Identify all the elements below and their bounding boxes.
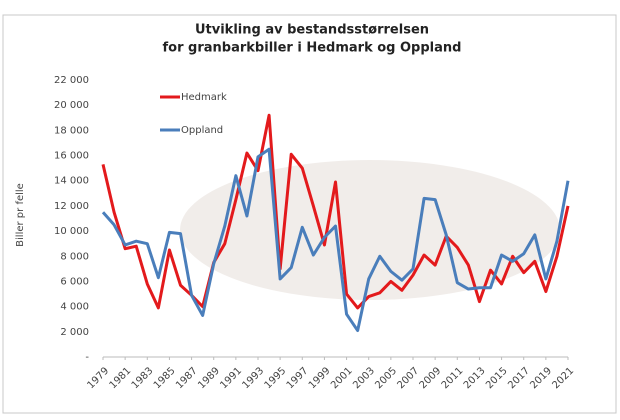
chart-subtitle: for granbarkbiller i Hedmark og Oppland — [163, 41, 462, 56]
chart: Utvikling av bestandsstørrelsen for gran… — [0, 0, 620, 416]
legend-label: Oppland — [181, 125, 223, 136]
page: Utvikling av bestandsstørrelsen for gran… — [0, 0, 620, 420]
y-tick-label: 6 000 — [60, 276, 89, 287]
y-tick-label: - — [85, 352, 89, 363]
y-tick-label: 10 000 — [54, 226, 89, 237]
chart-title: Utvikling av bestandsstørrelsen — [195, 23, 429, 38]
y-tick-label: 22 000 — [54, 75, 89, 86]
y-tick-label: 16 000 — [54, 151, 89, 162]
y-tick-label: 8 000 — [60, 251, 89, 262]
y-tick-label: 20 000 — [54, 100, 89, 111]
y-tick-label: 18 000 — [54, 125, 89, 136]
y-axis-label: Biller pr felle — [15, 183, 26, 247]
legend-label: Hedmark — [181, 92, 227, 103]
y-tick-label: 2 000 — [60, 327, 89, 338]
y-tick-label: 12 000 — [54, 201, 89, 212]
y-tick-label: 14 000 — [54, 176, 89, 187]
y-tick-label: 4 000 — [60, 302, 89, 313]
